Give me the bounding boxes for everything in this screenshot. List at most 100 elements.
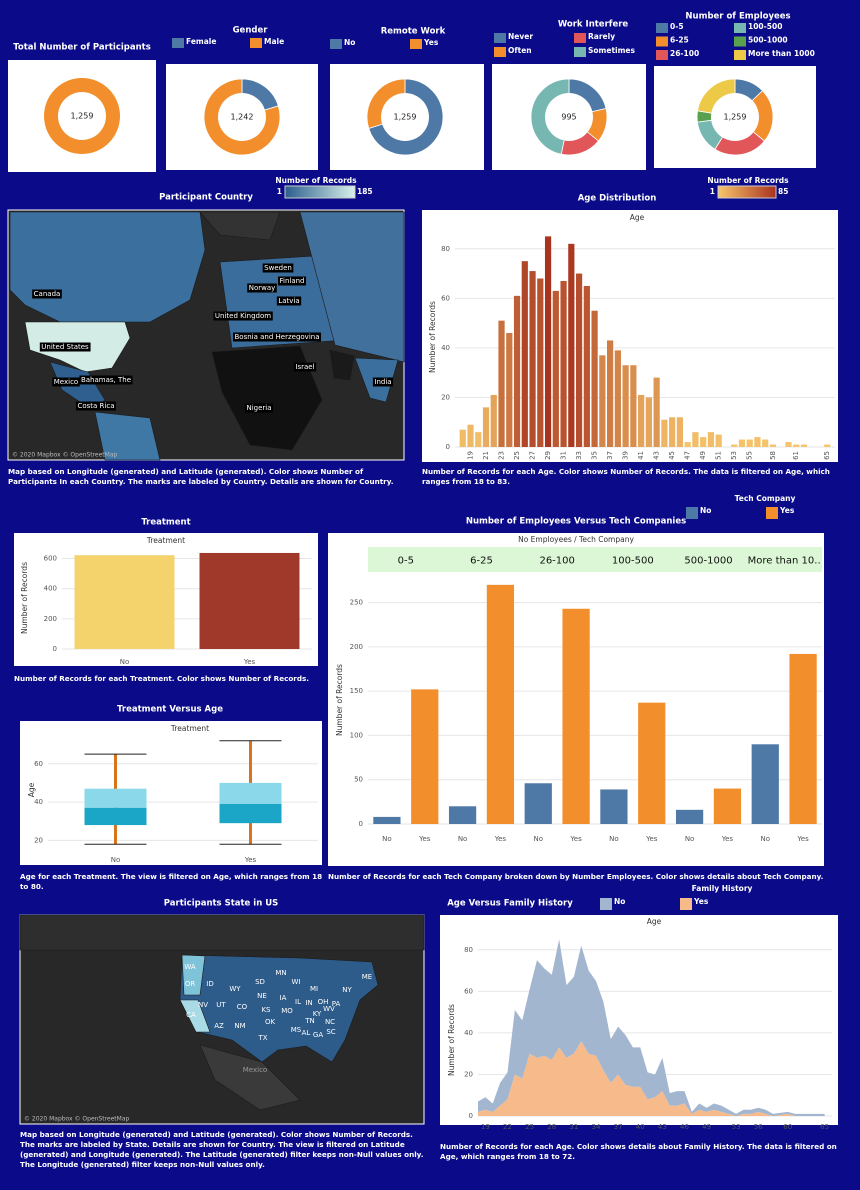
chart-title: Number of Employees	[685, 12, 790, 22]
x-tick-label: No	[382, 835, 392, 843]
center-label: 1,242	[231, 113, 254, 122]
x-tick-label: 60	[783, 1123, 792, 1131]
header: No Employees / Tech Company	[518, 535, 634, 544]
bar	[467, 424, 474, 447]
bar	[199, 552, 300, 649]
bar	[529, 271, 536, 447]
x-tick-label: 25	[525, 1123, 534, 1131]
map-label: MO	[281, 1007, 293, 1015]
bar	[74, 555, 175, 649]
x-tick-label: 31	[569, 1123, 578, 1131]
bar	[675, 809, 704, 824]
x-tick-label: 22	[503, 1123, 512, 1131]
x-tick-label: 41	[637, 451, 645, 460]
x-tick-label: 61	[792, 451, 800, 460]
category-label: 100-500	[612, 556, 654, 567]
bar	[448, 806, 477, 824]
map-label: Costa Rica	[77, 402, 114, 410]
legend-label: No	[700, 506, 711, 515]
x-tick-label: No	[685, 835, 695, 843]
x-tick-label: 55	[746, 451, 754, 460]
legend-label: No	[344, 38, 355, 47]
map-label: Mexico	[243, 1066, 267, 1074]
caption: Number of Records for each Tech Company …	[328, 872, 824, 881]
legend-label: Female	[186, 37, 216, 46]
bar	[482, 407, 490, 447]
legend-swatch	[250, 38, 262, 48]
legend-title: Family History	[692, 884, 753, 893]
x-tick-label: 56	[754, 1123, 763, 1131]
center-label: 1,259	[71, 112, 94, 121]
caption: Map based on Longitude (generated) and L…	[20, 1130, 424, 1169]
label-box	[247, 283, 277, 293]
y-tick-label: 0	[53, 645, 57, 653]
legend-swatch	[574, 33, 586, 43]
bar	[498, 320, 505, 447]
legend-swatch	[734, 23, 746, 33]
map-label: SD	[255, 978, 265, 986]
legend-label: 100-500	[748, 22, 782, 31]
label-box	[39, 342, 91, 352]
bar	[583, 285, 590, 447]
region	[199, 1044, 301, 1111]
legend-max: 85	[778, 187, 788, 196]
map-label: GA	[313, 1031, 323, 1039]
x-tick-label: Yes	[243, 658, 256, 666]
category-label: 26-100	[539, 556, 574, 567]
map-credit: © 2020 Mapbox © OpenStreetMap	[24, 1116, 130, 1123]
chart-title: Gender	[233, 26, 269, 36]
y-tick-label: 20	[34, 836, 43, 844]
x-tick-label: 31	[560, 451, 568, 460]
chart-title: Age Distribution	[578, 194, 657, 204]
bar	[630, 365, 637, 447]
y-tick-label: 0	[359, 820, 363, 828]
color-scale	[284, 185, 356, 199]
y-tick-label: 40	[464, 1029, 473, 1037]
donut-hole	[218, 93, 266, 141]
y-tick-label: 150	[350, 687, 363, 695]
bar	[700, 437, 707, 447]
x-tick-label: Yes	[494, 835, 507, 843]
x-axis-label: Age	[630, 213, 645, 222]
legend-title: Number of Records	[275, 176, 357, 185]
chart-title: Age Versus Family History	[447, 899, 573, 909]
x-tick-label: 37	[614, 1123, 623, 1131]
x-tick-label: Yes	[418, 835, 431, 843]
bar	[793, 444, 800, 447]
bar	[373, 816, 401, 824]
map-label: Bosnia and Herzegovina	[235, 333, 320, 341]
map-label: Finland	[279, 277, 304, 285]
bar	[599, 355, 606, 447]
bar	[591, 310, 598, 447]
x-tick-label: 40	[636, 1123, 645, 1131]
y-axis-label: Age	[27, 782, 36, 797]
region	[94, 411, 161, 461]
map-label: IL	[295, 998, 301, 1006]
x-tick-label: Yes	[721, 835, 734, 843]
map-label: Latvia	[278, 297, 299, 305]
y-tick-label: 600	[44, 555, 57, 563]
x-tick-label: Yes	[645, 835, 658, 843]
x-tick-label: 46	[680, 1123, 689, 1131]
x-tick-label: 49	[702, 1123, 711, 1131]
x-tick-label: 35	[591, 451, 599, 460]
legend-label: More than 1000	[748, 49, 815, 58]
bar	[707, 432, 715, 447]
map-label: NM	[234, 1022, 245, 1030]
legend-label: 500-1000	[748, 36, 788, 45]
bar	[524, 783, 552, 824]
x-tick-label: 23	[498, 451, 506, 460]
bar	[475, 432, 482, 447]
x-axis-label: Treatment	[146, 536, 185, 545]
map-label: OH	[318, 998, 329, 1006]
category-label: 6-25	[470, 556, 493, 567]
box-lower	[84, 807, 147, 826]
map-label: NC	[325, 1018, 335, 1026]
label-box	[372, 377, 394, 387]
map-label: NY	[342, 986, 352, 994]
map-label: AL	[302, 1029, 311, 1037]
legend-label: Yes	[423, 38, 439, 47]
legend-swatch	[172, 38, 184, 48]
